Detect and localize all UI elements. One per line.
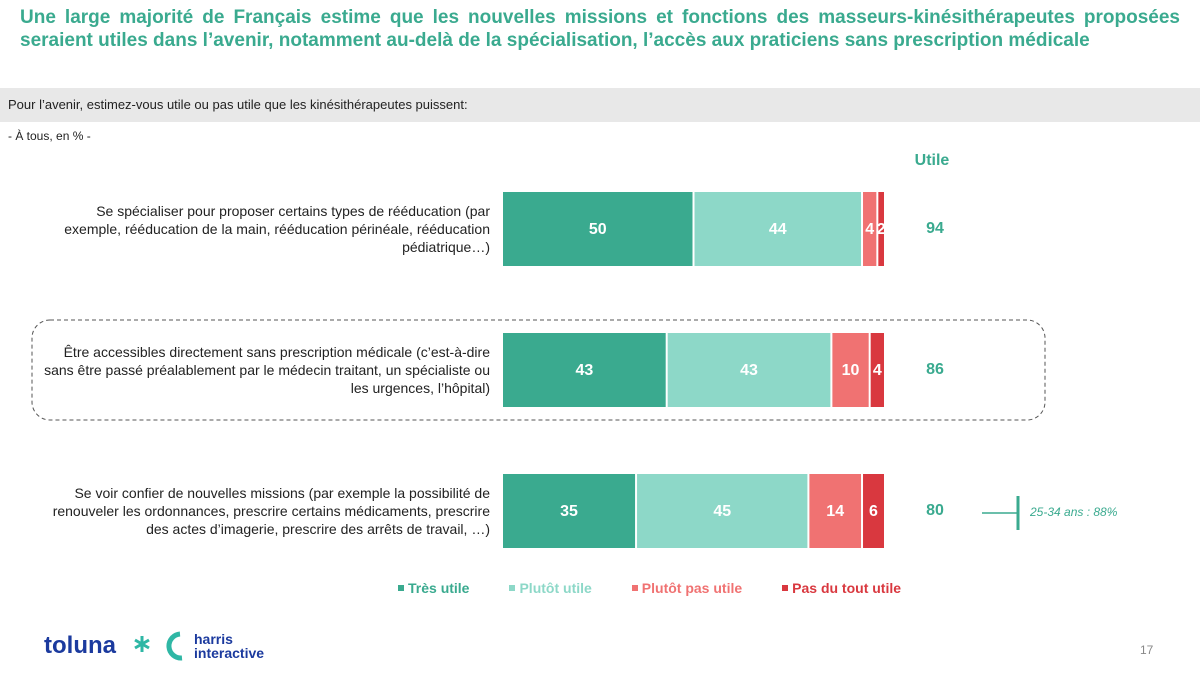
value-label: 4 [873, 362, 882, 379]
legend-item: Pas du tout utile [782, 580, 901, 596]
logo-marks [134, 631, 183, 661]
legend-swatch [509, 585, 516, 591]
value-label: 43 [575, 362, 593, 379]
bar-segment [503, 474, 636, 548]
legend-swatch [631, 585, 638, 591]
bar-segment [694, 192, 862, 266]
category-label: Être accessibles directement sans prescr… [44, 344, 490, 396]
legend-label: Plutôt utile [519, 580, 592, 596]
harris-ring [166, 631, 183, 661]
legend-label: Très utile [408, 580, 470, 596]
totals-header: Utile [915, 152, 950, 169]
bar-segment [809, 474, 862, 548]
legend: Très utile Plutôt utile Plutôt pas utile Pa… [398, 580, 901, 596]
subtitle-band [0, 88, 1200, 122]
value-label: 45 [713, 503, 731, 520]
legend-item: Plutôt pas utile [631, 580, 743, 596]
brand2-l2: interactive [194, 645, 265, 661]
asterisk [134, 636, 150, 652]
value-label: 50 [589, 221, 607, 238]
highlight-box [31, 319, 1046, 421]
brand2: harris interactive [194, 632, 264, 660]
category-label: Se spécialiser pour proposer certains ty… [64, 203, 490, 255]
value-label: 4 [865, 221, 874, 238]
subtitle: Pour l’avenir, estimez-vous utile ou pas… [8, 97, 468, 112]
value-label: 2 [877, 221, 886, 238]
bar-segment [870, 333, 884, 407]
bar-segment [503, 192, 693, 266]
total-value: 80 [926, 502, 944, 519]
bar-segment [863, 474, 884, 548]
legend-label: Plutôt pas utile [641, 580, 743, 596]
bar-segment [832, 333, 869, 407]
bar-segment [637, 474, 808, 548]
total-value: 94 [926, 220, 944, 237]
bar-segment [503, 333, 666, 407]
legend-label: Pas du tout utile [792, 580, 902, 596]
bar-segment [667, 333, 831, 407]
note: - À tous, en % - [8, 129, 91, 143]
category-label: Se voir confier de nouvelles missions (p… [52, 485, 490, 537]
legend-item: Plutôt utile [509, 580, 592, 596]
legend-item: Très utile [398, 580, 469, 596]
legend-swatch [782, 585, 789, 591]
brand2-l1: harris [194, 631, 233, 647]
value-label: 35 [560, 503, 578, 520]
value-label: 6 [869, 503, 878, 520]
legend-swatch [398, 585, 404, 591]
annotation: 25-34 ans : 88% [1029, 505, 1118, 519]
brand: toluna [44, 632, 116, 659]
total-value: 86 [926, 361, 944, 378]
bar-segment [863, 192, 877, 266]
title: Une large majorité de Français estime qu… [20, 7, 1180, 51]
value-label: 14 [826, 503, 844, 520]
bar-segment [878, 192, 884, 266]
value-label: 43 [740, 362, 758, 379]
page-number: 17 [1140, 643, 1154, 657]
value-label: 44 [769, 221, 787, 238]
value-label: 10 [842, 362, 860, 379]
